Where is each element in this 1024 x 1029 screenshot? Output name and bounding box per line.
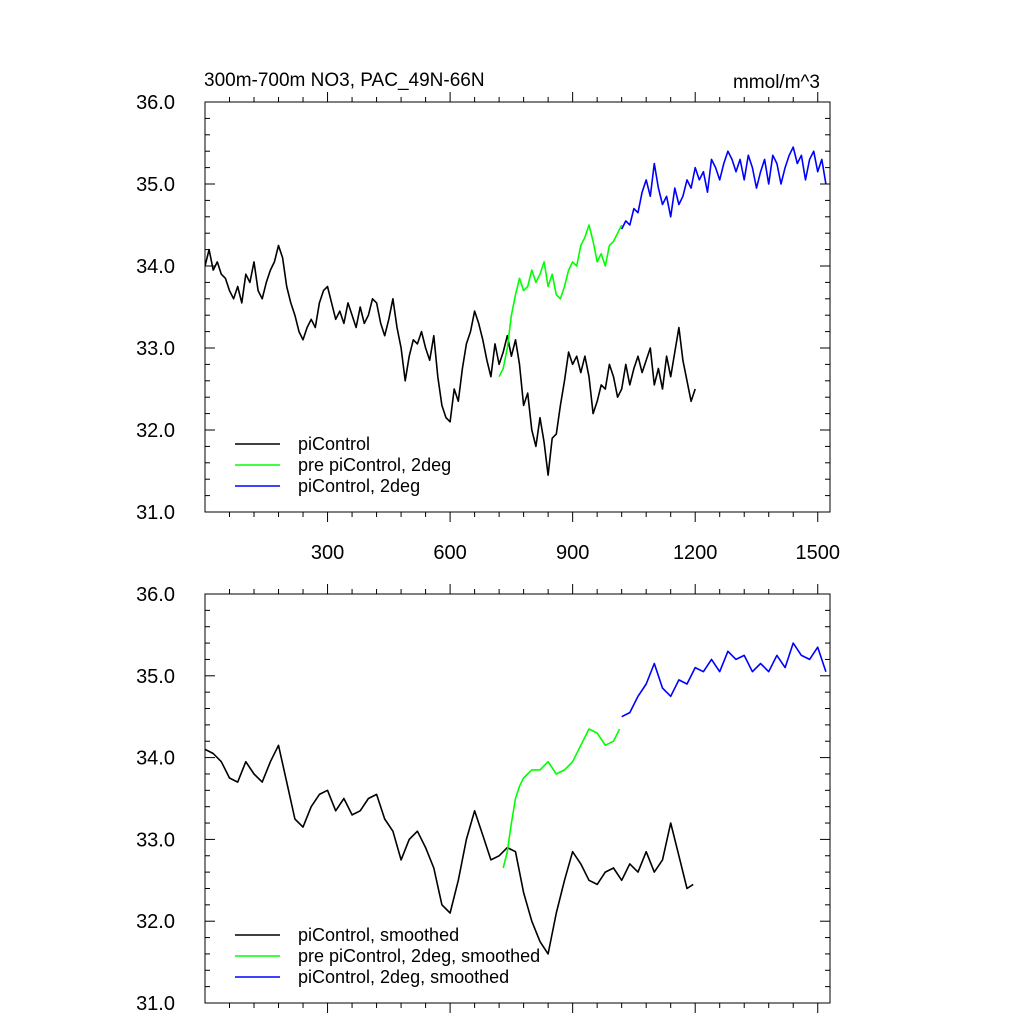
bottom-plot-axes: 31.0 32.0 33.0 34.0 35.0 36.0 <box>136 584 831 1015</box>
plot-frame <box>204 593 831 1004</box>
y-tick-label: 33.0 <box>136 829 175 851</box>
legend-label: piControl <box>298 434 370 454</box>
series-line-pre-picontrol-2deg-smoothed <box>502 728 621 869</box>
legend-label: piControl, 2deg, smoothed <box>298 967 509 987</box>
y-tick-label: 36.0 <box>136 92 175 114</box>
x-tick-label: 600 <box>433 542 466 564</box>
chart-title: 300m-700m NO3, PAC_49N-66N <box>204 70 485 91</box>
legend-label: piControl, smoothed <box>298 925 459 945</box>
y-tick-label: 33.0 <box>136 338 175 360</box>
legend-label: piControl, 2deg <box>298 476 420 496</box>
series-line-picontrol-smoothed <box>205 744 694 955</box>
x-tick-label: 300 <box>311 542 344 564</box>
y-tick-label: 31.0 <box>136 502 175 524</box>
x-tick-label: 1200 <box>673 542 718 564</box>
y-tick-label: 34.0 <box>136 748 175 770</box>
plot-frame <box>204 101 831 513</box>
chart-units: mmol/m^3 <box>733 72 820 93</box>
y-tick-label: 35.0 <box>136 666 175 688</box>
y-tick-label: 32.0 <box>136 911 175 933</box>
y-tick-label: 34.0 <box>136 256 175 278</box>
legend-label: pre piControl, 2deg <box>298 455 451 475</box>
y-tick-label: 31.0 <box>136 993 175 1015</box>
legend-label: pre piControl, 2deg, smoothed <box>298 946 540 966</box>
series-line-pre-picontrol-2deg <box>498 224 623 378</box>
x-tick-label: 1500 <box>795 542 840 564</box>
series-line-picontrol-2deg-smoothed <box>621 642 827 718</box>
bottom-plot-marks <box>205 642 827 955</box>
top-panel: 300m-700m NO3, PAC_49N-66N mmol/m^3 300 6… <box>136 70 840 564</box>
bottom-panel: 31.0 32.0 33.0 34.0 35.0 36.0 piControl, smoo… <box>136 584 831 1015</box>
top-plot-axes: 300 600 900 1200 1500 31.0 32.0 33.0 34.0 35.0 36.… <box>136 92 840 564</box>
top-plot-marks <box>205 146 827 476</box>
y-tick-label: 36.0 <box>136 584 175 606</box>
series-line-picontrol <box>205 244 696 476</box>
y-tick-label: 32.0 <box>136 420 175 442</box>
x-tick-label: 900 <box>556 542 589 564</box>
y-tick-label: 35.0 <box>136 174 175 196</box>
series-line-picontrol-2deg <box>620 146 827 230</box>
